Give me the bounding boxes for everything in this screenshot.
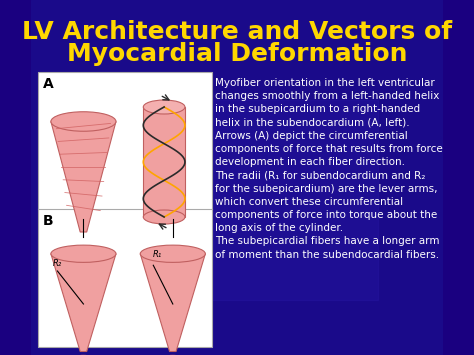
Ellipse shape <box>143 100 185 114</box>
Text: Myocardial Deformation: Myocardial Deformation <box>67 42 407 66</box>
Bar <box>38 72 212 347</box>
Text: A: A <box>43 77 54 91</box>
Text: R₂: R₂ <box>53 259 62 268</box>
Polygon shape <box>51 121 116 232</box>
Text: B: B <box>43 214 53 228</box>
Polygon shape <box>51 254 116 351</box>
Bar <box>143 107 185 217</box>
Text: R₁: R₁ <box>153 250 163 259</box>
Text: Myofiber orientation in the left ventricular
changes smoothly from a left-handed: Myofiber orientation in the left ventric… <box>215 78 443 260</box>
Ellipse shape <box>140 245 205 262</box>
Text: LV Architecture and Vectors of: LV Architecture and Vectors of <box>22 20 452 44</box>
Polygon shape <box>140 254 205 351</box>
Ellipse shape <box>51 245 116 262</box>
Ellipse shape <box>51 112 116 131</box>
Bar <box>101 100 378 300</box>
Ellipse shape <box>143 210 185 224</box>
